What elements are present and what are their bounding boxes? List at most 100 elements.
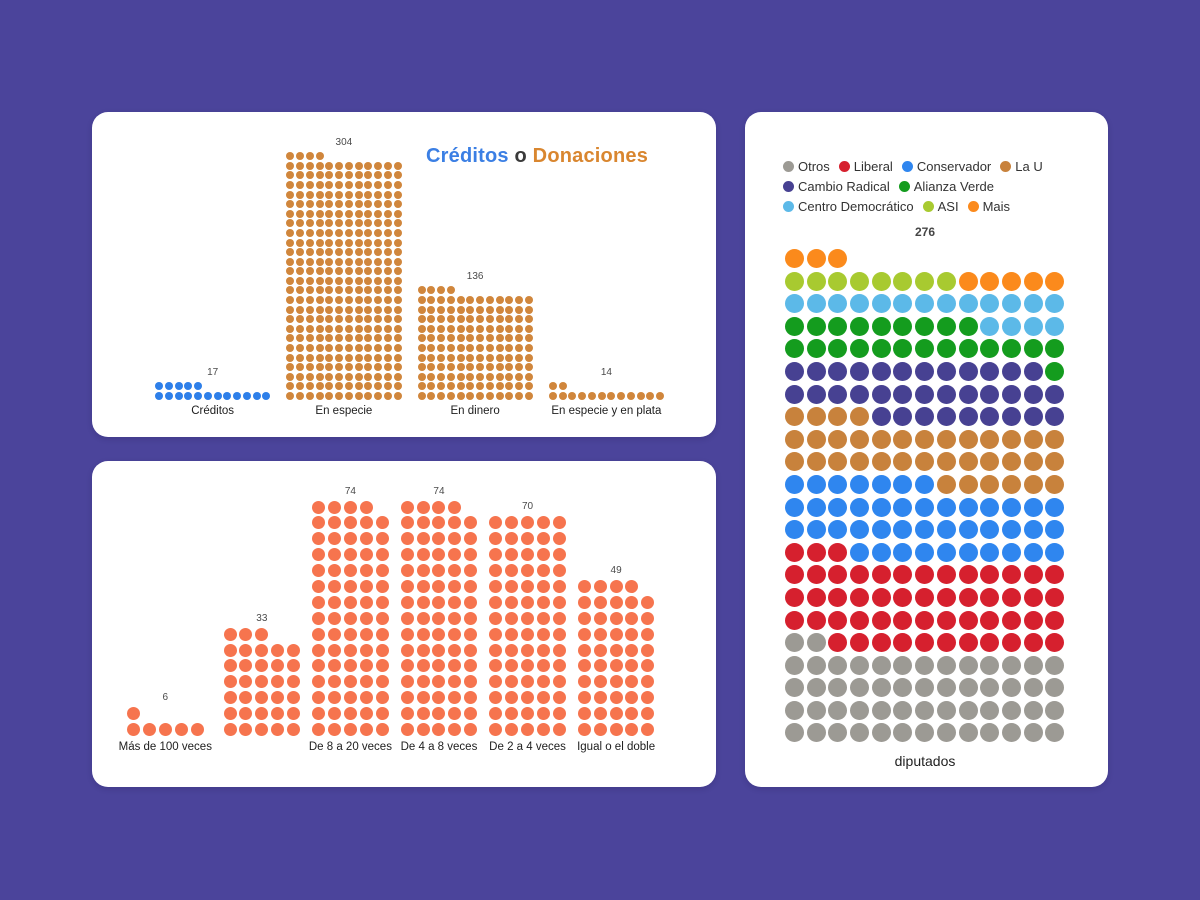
dot bbox=[625, 643, 639, 657]
dot bbox=[296, 228, 304, 237]
dot bbox=[427, 344, 436, 353]
dot bbox=[785, 429, 804, 449]
dot bbox=[383, 228, 392, 237]
dot bbox=[1023, 565, 1043, 585]
dot bbox=[325, 382, 334, 391]
dot bbox=[344, 286, 353, 295]
dot bbox=[1001, 633, 1021, 653]
dot bbox=[936, 678, 956, 698]
dot bbox=[609, 707, 623, 721]
dot bbox=[359, 516, 373, 530]
dot bbox=[1045, 339, 1065, 359]
dot bbox=[871, 610, 891, 630]
dot bbox=[315, 334, 324, 343]
dot bbox=[354, 180, 363, 189]
dot bbox=[416, 595, 430, 609]
dot bbox=[343, 659, 357, 673]
dot bbox=[325, 248, 334, 257]
dot bbox=[427, 315, 436, 324]
dot bbox=[393, 324, 402, 333]
legend-label: Liberal bbox=[853, 159, 893, 174]
dot bbox=[194, 382, 202, 391]
dot bbox=[312, 675, 326, 689]
legend-color-dot bbox=[838, 161, 850, 172]
dot bbox=[521, 548, 535, 562]
dot bbox=[871, 474, 891, 494]
dot bbox=[315, 180, 324, 189]
dot bbox=[286, 219, 295, 228]
dot bbox=[806, 249, 826, 268]
dot bbox=[255, 659, 269, 673]
dot bbox=[485, 382, 494, 391]
dot bbox=[1045, 565, 1065, 585]
dot bbox=[871, 339, 891, 359]
dot bbox=[328, 643, 342, 657]
dot bbox=[335, 392, 343, 400]
dot bbox=[505, 296, 514, 305]
waffle-chart-veces: 6 Más de 100 veces 33 74 De 8 a 20 veces 74 De… bbox=[119, 485, 655, 753]
dot bbox=[915, 700, 935, 720]
dot bbox=[536, 659, 550, 673]
group-value-label: 6 bbox=[162, 692, 169, 704]
dot bbox=[344, 161, 353, 170]
dot bbox=[315, 382, 324, 391]
dot bbox=[383, 161, 392, 170]
dot bbox=[524, 324, 533, 333]
dot bbox=[850, 407, 870, 427]
dot bbox=[343, 516, 357, 530]
dot bbox=[785, 700, 804, 720]
dot bbox=[315, 315, 324, 324]
dot bbox=[641, 611, 655, 625]
dot bbox=[489, 691, 503, 705]
chart-title-part: Donaciones bbox=[532, 145, 649, 167]
dot bbox=[255, 627, 269, 641]
dot bbox=[255, 707, 269, 721]
dot bbox=[287, 723, 301, 736]
dot bbox=[271, 659, 285, 673]
dot bbox=[393, 257, 402, 266]
dot bbox=[505, 344, 514, 353]
dot bbox=[828, 452, 848, 472]
dot bbox=[495, 324, 504, 333]
dot bbox=[521, 675, 535, 689]
dot bbox=[344, 219, 353, 228]
dot bbox=[375, 516, 389, 530]
dot bbox=[850, 520, 870, 540]
dot bbox=[359, 500, 373, 514]
legend-label: Otros bbox=[798, 159, 830, 174]
dot bbox=[359, 595, 373, 609]
dot bbox=[383, 190, 392, 199]
dot bbox=[393, 161, 402, 170]
dot bbox=[980, 452, 1000, 472]
dot bbox=[515, 334, 523, 343]
dot bbox=[305, 353, 314, 362]
dot bbox=[354, 334, 363, 343]
dot bbox=[417, 372, 426, 381]
dot bbox=[393, 344, 402, 353]
dot bbox=[521, 579, 535, 593]
group-value-label: 74 bbox=[344, 485, 356, 497]
dot bbox=[400, 691, 414, 705]
dot bbox=[203, 392, 212, 400]
dot bbox=[364, 190, 373, 199]
dot bbox=[305, 296, 314, 305]
dot bbox=[305, 344, 314, 353]
dot bbox=[383, 305, 392, 314]
dot bbox=[505, 334, 514, 343]
dot bbox=[936, 542, 956, 562]
dot bbox=[359, 611, 373, 625]
dot bbox=[364, 353, 373, 362]
dot bbox=[359, 579, 373, 593]
dot bbox=[1001, 429, 1021, 449]
dot bbox=[393, 315, 402, 324]
dot bbox=[893, 497, 913, 517]
dot bbox=[958, 407, 978, 427]
dot bbox=[416, 532, 430, 546]
dot bbox=[593, 707, 607, 721]
dot bbox=[427, 324, 436, 333]
dot bbox=[893, 339, 913, 359]
dot bbox=[325, 219, 334, 228]
dot bbox=[286, 382, 295, 391]
dot bbox=[505, 548, 519, 562]
dot bbox=[296, 209, 304, 218]
